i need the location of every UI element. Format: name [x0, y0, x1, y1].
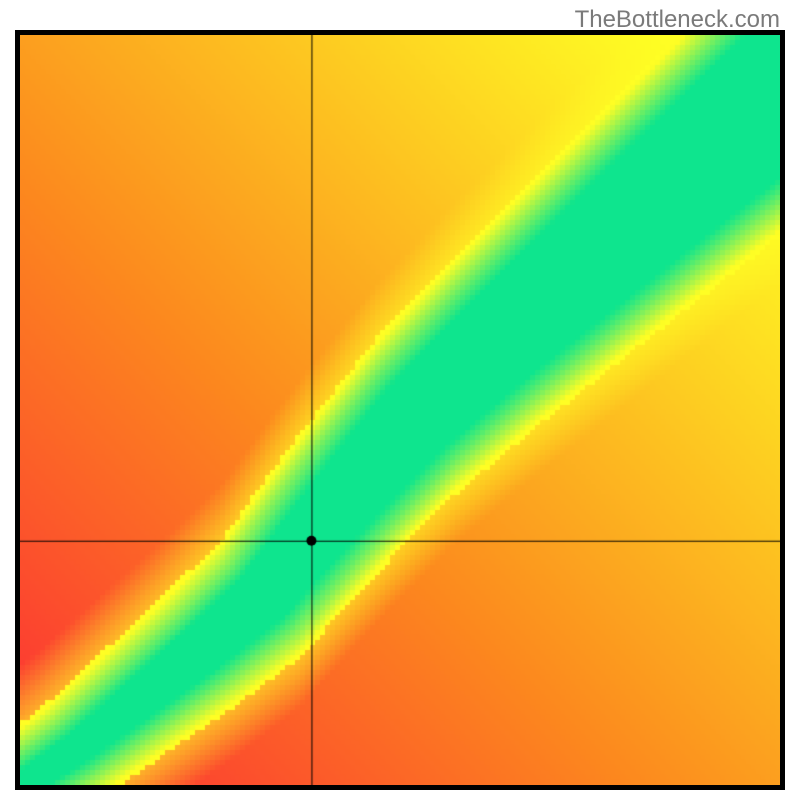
plot-frame — [15, 30, 785, 790]
heatmap-canvas — [15, 30, 785, 790]
watermark-text: TheBottleneck.com — [575, 6, 780, 34]
chart-container: TheBottleneck.com — [0, 0, 800, 800]
